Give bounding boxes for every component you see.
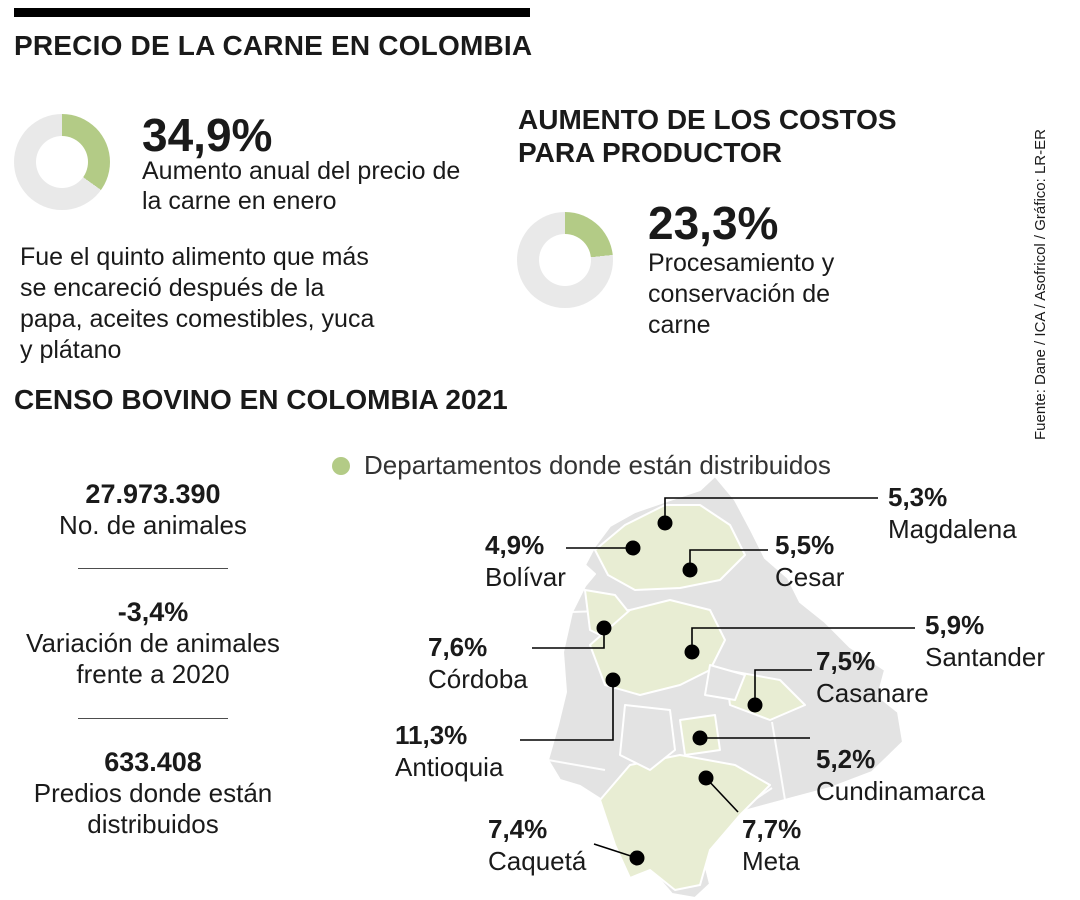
department-percentage: 5,2% <box>816 744 876 774</box>
department-percentage: 4,9% <box>485 530 545 560</box>
stat-divider <box>78 718 228 719</box>
map-label-magdalena: 5,3% Magdalena <box>888 482 1017 545</box>
map-label-casanare: 7,5% Casanare <box>816 646 929 709</box>
map-label-cundinamarca: 5,2% Cundinamarca <box>816 744 985 807</box>
price-increase-value: 34,9% <box>142 109 273 161</box>
leader-line-antioquia <box>520 680 614 741</box>
price-increase-donut-chart <box>14 114 110 210</box>
stat-value: 27.973.390 <box>85 479 221 509</box>
map-region-gray-boyaca <box>704 664 746 701</box>
department-name: Caquetá <box>488 846 587 876</box>
department-name: Santander <box>925 642 1045 672</box>
map-label-santander: 5,9% Santander <box>925 610 1045 673</box>
stat-label: No. de animales <box>59 510 247 540</box>
map-marker-magdalena <box>657 515 673 531</box>
producer-costs-title: AUMENTO DE LOS COSTOS PARA PRODUCTOR <box>518 104 897 168</box>
price-context-note: Fue el quinto alimento que más se encare… <box>20 243 375 364</box>
department-percentage: 5,3% <box>888 482 948 512</box>
department-name: Antioquia <box>395 752 504 782</box>
map-marker-casanare <box>747 697 763 713</box>
map-region-highlight-antioquia-santander <box>589 599 726 696</box>
map-marker-antioquia <box>605 672 621 688</box>
map-internal-border <box>771 721 786 801</box>
department-name: Casanare <box>816 678 929 708</box>
producer-costs-value: 23,3% <box>648 197 779 249</box>
map-label-bolivar: 4,9% Bolívar <box>485 530 566 593</box>
map-region-gray-tolima <box>619 704 676 771</box>
title-rule <box>14 8 530 17</box>
leader-line-santander <box>691 627 915 652</box>
department-percentage: 7,5% <box>816 646 876 676</box>
colombia-map <box>520 475 915 899</box>
map-label-cesar: 5,5% Cesar <box>775 530 844 593</box>
census-title: CENSO BOVINO EN COLOMBIA 2021 <box>14 384 508 415</box>
producer-costs-label: Procesamiento y conservación de carne <box>648 249 835 339</box>
stat-divider <box>78 568 228 569</box>
department-percentage: 5,9% <box>925 610 985 640</box>
map-label-cordoba: 7,6% Córdoba <box>428 632 528 695</box>
stat-label: Variación de animales frente a 2020 <box>26 628 280 689</box>
department-percentage: 7,7% <box>742 814 802 844</box>
map-marker-cordoba <box>596 620 612 636</box>
census-stat-farms: 633.408 Predios donde están distribuidos <box>3 746 303 840</box>
price-increase-label: Aumento anual del precio de la carne en … <box>142 157 461 215</box>
census-stat-animals: 27.973.390 No. de animales <box>3 478 303 541</box>
department-name: Cundinamarca <box>816 776 986 806</box>
donut-hole <box>36 136 88 188</box>
leader-line-meta <box>705 777 739 813</box>
department-name: Bolívar <box>485 562 566 592</box>
department-name: Meta <box>742 846 800 876</box>
census-stat-variation: -3,4% Variación de animales frente a 202… <box>3 596 303 690</box>
donut-hole <box>539 234 591 286</box>
green-dot-icon <box>332 456 350 475</box>
map-marker-cesar <box>682 562 698 578</box>
map-label-meta: 7,7% Meta <box>742 814 801 877</box>
department-name: Magdalena <box>888 514 1017 544</box>
page-title: PRECIO DE LA CARNE EN COLOMBIA <box>14 30 533 61</box>
leader-line-caqueta <box>593 843 638 859</box>
map-region-highlight-caribbean <box>594 504 746 591</box>
department-percentage: 11,3% <box>395 720 468 750</box>
map-marker-caqueta <box>629 850 645 866</box>
stat-value: 633.408 <box>104 747 202 777</box>
map-marker-cundinamarca <box>692 730 708 746</box>
department-percentage: 7,4% <box>488 814 548 844</box>
map-marker-meta <box>698 770 714 786</box>
department-percentage: 7,6% <box>428 632 488 662</box>
department-percentage: 5,5% <box>775 530 835 560</box>
source-credit: Fuente: Dane / ICA / Asofricol / Gráfico… <box>1032 129 1049 440</box>
leader-line-magdalena <box>664 497 878 523</box>
leader-line-casanare <box>754 669 812 705</box>
department-name: Córdoba <box>428 664 528 694</box>
legend-label: Departamentos donde están distribuidos <box>364 450 831 480</box>
map-label-antioquia: 11,3% Antioquia <box>395 720 503 783</box>
department-name: Cesar <box>775 562 845 592</box>
map-marker-santander <box>684 644 700 660</box>
map-legend: Departamentos donde están distribuidos <box>332 450 831 481</box>
stat-label: Predios donde están distribuidos <box>33 778 273 839</box>
map-marker-bolivar <box>625 540 641 556</box>
map-label-caqueta: 7,4% Caquetá <box>488 814 586 877</box>
map-internal-border <box>547 759 606 771</box>
producer-costs-donut-chart <box>517 212 613 308</box>
stat-value: -3,4% <box>117 597 189 627</box>
